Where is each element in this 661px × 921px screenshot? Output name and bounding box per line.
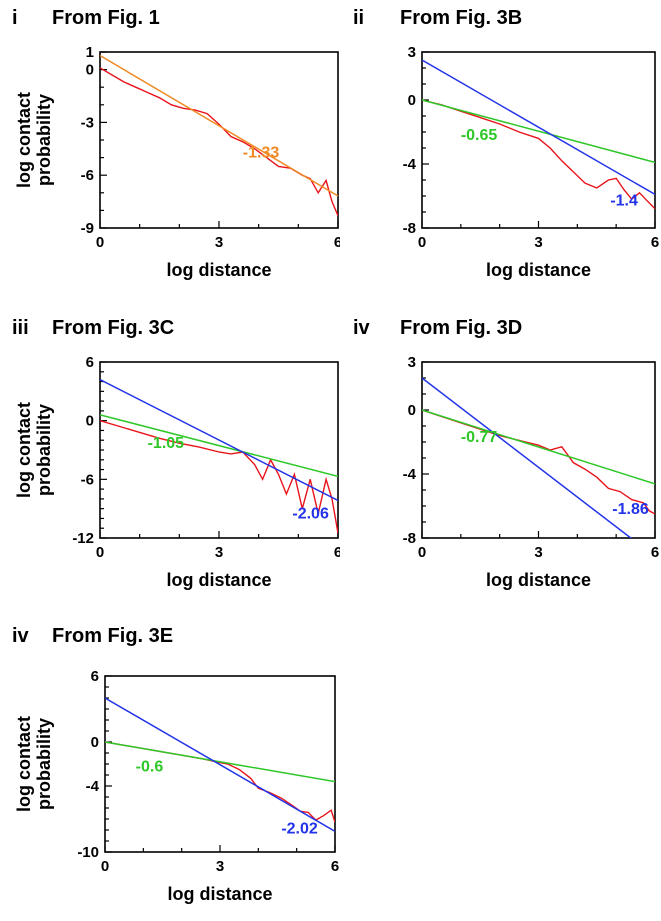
y-tick-label: -10 — [77, 844, 99, 861]
y-axis-label: log contact — [14, 716, 34, 812]
y-tick-label: 0 — [408, 92, 416, 109]
x-tick-label: 3 — [215, 544, 223, 561]
slope-label: -2.02 — [281, 820, 318, 837]
slope-label: -1.86 — [612, 501, 649, 518]
fit-line — [422, 409, 655, 485]
y-tick-label: 6 — [91, 668, 99, 685]
chart-title: From Fig. 3D — [400, 317, 522, 339]
data-series-line — [422, 99, 655, 210]
x-tick-label: 3 — [534, 234, 542, 251]
x-axis-label: log distance — [167, 884, 272, 904]
panel-label: iv — [353, 317, 371, 339]
slope-label: -1.05 — [148, 435, 185, 452]
panel-iii: iii From Fig. 3C 0 3 6 6 0 -6 -12 log distance log… — [0, 310, 342, 615]
fit-line — [100, 378, 338, 502]
y-tick-label: -4 — [403, 156, 417, 173]
x-tick-label: 3 — [534, 544, 542, 561]
y-axis-label: log contact — [14, 402, 34, 498]
slope-label: -0.65 — [461, 127, 498, 144]
fit-line — [422, 59, 655, 196]
x-tick-label: 0 — [418, 544, 426, 561]
chart-title: From Fig. 3E — [52, 625, 173, 647]
slope-label: -1.4 — [610, 193, 638, 210]
x-axis-label: log distance — [166, 570, 271, 590]
x-tick-label: 6 — [331, 858, 339, 875]
slope-label: -2.06 — [292, 505, 329, 522]
y-axis-label: probability — [34, 94, 54, 186]
y-tick-label: -8 — [403, 220, 416, 237]
y-tick-label: -9 — [81, 220, 94, 237]
x-tick-label: 0 — [96, 544, 104, 561]
chart-svg: ii From Fig. 3B 0 3 6 3 0 -4 -8 log distance -0.65… — [353, 7, 659, 280]
panel-iv-3d: iv From Fig. 3D 0 3 6 3 0 -4 -8 log distance -0.77… — [345, 310, 661, 615]
fit-line — [100, 414, 338, 478]
y-tick-label: -3 — [81, 114, 94, 131]
x-axis-label: log distance — [166, 260, 271, 280]
panel-label: ii — [353, 7, 364, 29]
x-tick-label: 3 — [216, 858, 224, 875]
x-tick-label: 6 — [334, 234, 340, 251]
x-tick-label: 6 — [334, 544, 340, 561]
x-axis-label: log distance — [486, 570, 591, 590]
y-axis-label: probability — [34, 404, 54, 496]
y-tick-label: 6 — [86, 354, 94, 371]
chart-svg: iii From Fig. 3C 0 3 6 6 0 -6 -12 log distance log… — [12, 317, 342, 590]
data-series-line — [100, 420, 338, 534]
y-tick-label: -4 — [403, 466, 417, 483]
panel-i: i From Fig. 1 0 3 6 1 0 -3 -6 -9 log distance log c… — [0, 0, 342, 305]
data-series-line — [105, 741, 335, 823]
y-tick-label: 0 — [86, 413, 94, 430]
x-tick-label: 0 — [96, 234, 104, 251]
panel-label: i — [12, 7, 18, 29]
fit-line — [422, 99, 655, 164]
y-tick-label: 3 — [408, 44, 416, 61]
y-tick-label: -8 — [403, 530, 416, 547]
data-series-line — [100, 67, 338, 216]
plot-frame — [99, 51, 339, 229]
y-tick-label: -6 — [81, 167, 94, 184]
chart-svg: iv From Fig. 3D 0 3 6 3 0 -4 -8 log distance -0.77… — [353, 317, 659, 590]
fit-line — [105, 697, 335, 832]
panel-iv-3e: iv From Fig. 3E 0 3 6 6 0 -4 -10 log distance log … — [0, 618, 340, 916]
y-tick-label: 0 — [408, 402, 416, 419]
chart-svg: iv From Fig. 3E 0 3 6 6 0 -4 -10 log distance log … — [12, 625, 339, 904]
fit-line — [422, 377, 633, 538]
y-axis-label: probability — [34, 718, 54, 810]
y-tick-label: 0 — [91, 734, 99, 751]
x-tick-label: 3 — [215, 234, 223, 251]
y-tick-label: 0 — [86, 62, 94, 79]
x-tick-label: 0 — [101, 858, 109, 875]
x-axis-label: log distance — [486, 260, 591, 280]
panel-label: iii — [12, 317, 29, 339]
fit-line — [105, 741, 335, 783]
y-tick-label: 1 — [86, 44, 94, 61]
x-tick-label: 0 — [418, 234, 426, 251]
chart-title: From Fig. 3C — [52, 317, 174, 339]
slope-label: -0.6 — [136, 759, 164, 776]
chart-title: From Fig. 1 — [52, 7, 160, 29]
y-tick-label: -12 — [72, 530, 94, 547]
panel-label: iv — [12, 625, 30, 647]
x-tick-label: 6 — [651, 234, 659, 251]
y-tick-label: -4 — [86, 778, 100, 795]
data-series-line — [422, 409, 655, 515]
slope-label: -0.77 — [461, 429, 498, 446]
chart-title: From Fig. 3B — [400, 7, 522, 29]
slope-label: -1.33 — [243, 145, 280, 162]
y-axis-label: log contact — [14, 92, 34, 188]
x-tick-label: 6 — [651, 544, 659, 561]
y-tick-label: -6 — [81, 471, 94, 488]
fit-line — [100, 54, 338, 197]
panel-ii: ii From Fig. 3B 0 3 6 3 0 -4 -8 log distance -0.65… — [345, 0, 661, 305]
y-tick-label: 3 — [408, 354, 416, 371]
